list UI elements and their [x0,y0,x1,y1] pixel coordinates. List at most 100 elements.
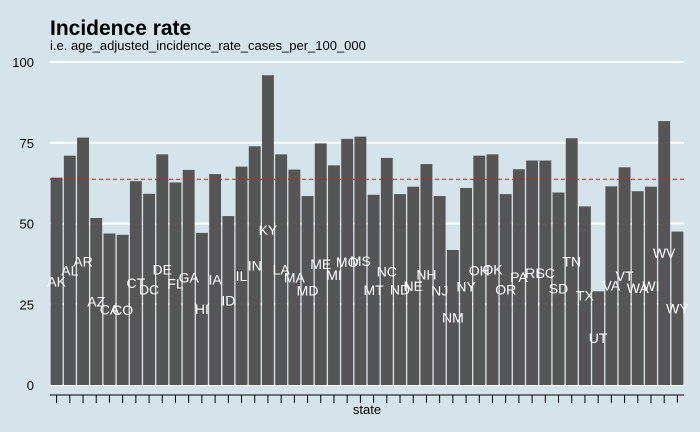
bar-label-MI: MI [326,267,342,283]
bar-TX [578,206,591,385]
bar-label-NH: NH [416,267,436,283]
bar-label-ND: ND [390,282,410,298]
bar-label-ID: ID [221,293,235,309]
bar-VT [618,167,631,385]
bar-RI [526,160,539,385]
bar-label-TX: TX [576,288,595,304]
bar-label-CA: CA [100,301,120,317]
bar-MT [367,194,380,385]
bar-label-MA: MA [284,269,306,285]
bar-label-IL: IL [236,268,248,284]
bar-ND [394,194,406,385]
y-tick-label: 50 [20,217,34,232]
bar-CT [129,181,142,385]
bar-label-IA: IA [208,272,222,288]
bar-label-OR: OR [495,282,516,298]
bar-NJ [433,196,446,385]
bar-MO [341,138,354,385]
bar-label-SC: SC [536,265,555,281]
bar-NH [420,164,433,385]
bar-label-AL: AL [61,262,78,278]
bar-label-NM: NM [442,309,464,325]
bar-label-NE: NE [404,278,423,294]
bar-label-MD: MD [297,283,319,299]
bar-label-AR: AR [73,253,92,269]
bar-label-MO: MO [336,254,359,270]
bar-label-CO: CO [112,302,133,318]
bar-ME [314,143,327,385]
bar-label-OK: OK [482,262,503,278]
bar-label-GA: GA [179,269,200,285]
bar-IA [209,174,222,385]
y-tick-label: 75 [20,136,34,151]
chart-subtitle: i.e. age_adjusted_incidence_rate_cases_p… [50,38,366,53]
bar-SC [539,160,552,385]
bar-label-WA: WA [627,280,650,296]
bar-NM [446,249,459,385]
bars [50,75,684,386]
bar-label-TN: TN [562,254,581,270]
bar-NC [380,157,393,385]
bar-label-VA: VA [603,278,621,294]
x-axis [50,394,684,403]
bar-OK [486,154,499,385]
bar-label-NC: NC [377,263,397,279]
bar-MS [354,136,367,385]
bar-label-KY: KY [259,222,278,238]
bar-CA [103,233,116,385]
bar-label-ME: ME [310,256,331,272]
bar-label-AZ: AZ [87,294,105,310]
bar-LA [275,154,288,385]
bar-AZ [90,218,103,385]
bar-label-LA: LA [273,262,291,278]
bar-TN [565,138,578,385]
bar-label-AK: AK [47,273,66,289]
bar-label-VT: VT [616,268,634,284]
bar-label-WI: WI [642,278,659,294]
bar-label-DC: DC [139,281,159,297]
bar-NE [407,186,420,385]
y-tick-label: 25 [20,297,34,312]
y-tick-label: 0 [27,378,34,393]
bar-HI [195,232,208,385]
bar-IN [248,146,261,385]
bar-label-WV: WV [653,245,676,261]
bar-IL [235,166,248,385]
bar-WV [658,121,671,385]
bar-WI [645,186,657,385]
bar-AL [63,155,76,385]
bar-label-CT: CT [127,275,146,291]
bar-FL [169,182,182,385]
bar-label-MS: MS [350,253,371,269]
bar-label-DE: DE [153,262,172,278]
bar-label-RI: RI [525,265,539,281]
bar-label-SD: SD [549,281,568,297]
bar-label-IN: IN [248,258,262,274]
bar-OH [473,155,486,385]
bar-UT [592,291,605,385]
chart-title: Incidence rate [50,17,191,40]
bar-label-HI: HI [195,301,209,317]
bar-label-WY: WY [666,300,689,316]
y-gridlines [50,61,684,386]
bar-WY [671,231,684,385]
y-tick-labels: 0 25 50 75 100 [12,55,34,393]
bar-MD [301,196,314,385]
bar-SD [552,192,565,385]
bar-label-NJ: NJ [431,283,448,299]
bar-label-FL: FL [167,276,184,292]
bar-label-OH: OH [469,262,490,278]
bar-NY [460,187,473,385]
bar-label-PA: PA [510,269,528,285]
bar-PA [512,169,525,385]
bar-label-MT: MT [363,282,384,298]
bar-KY [261,75,274,386]
bar-GA [182,169,195,385]
bar-DC [143,193,156,385]
bar-label-NY: NY [456,278,476,294]
bar-ID [222,216,235,385]
bar-OR [499,194,512,385]
